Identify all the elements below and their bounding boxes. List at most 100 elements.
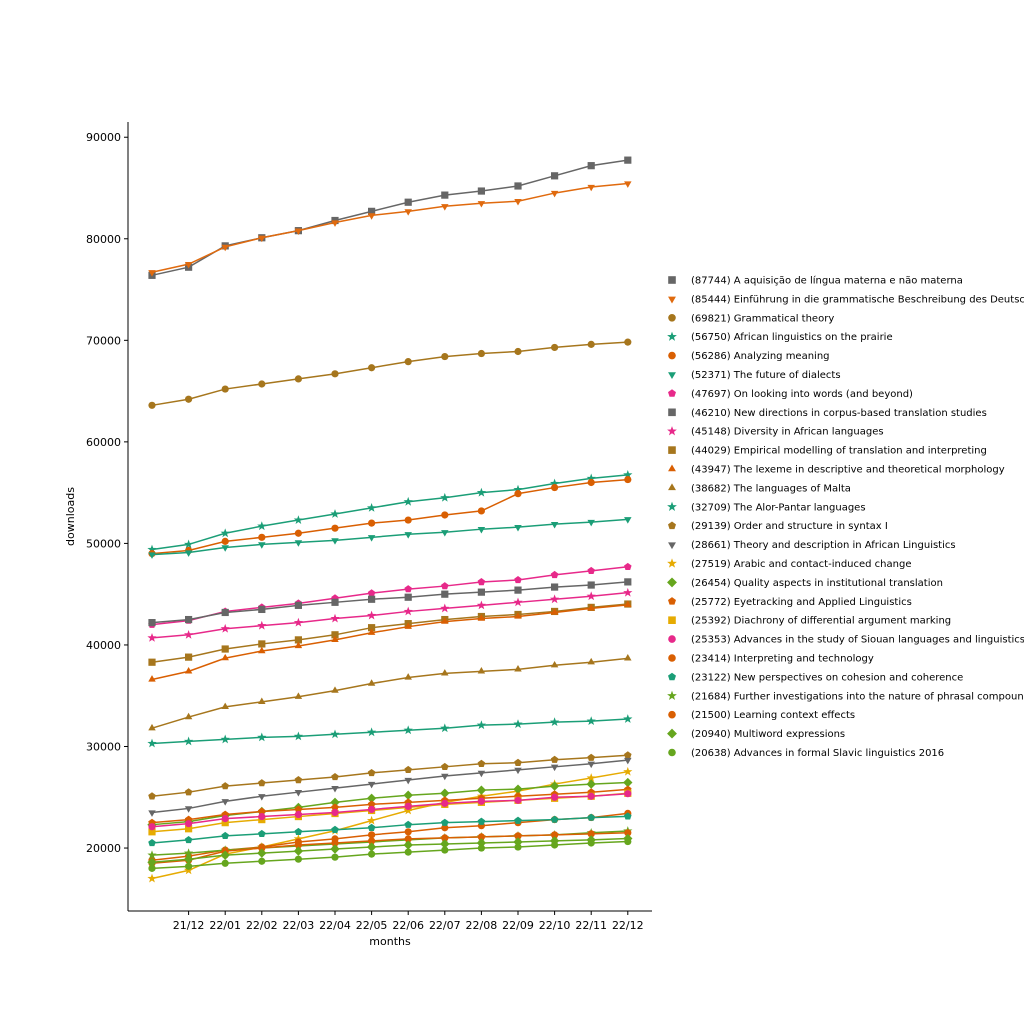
series-line [148, 475, 632, 558]
series-line [148, 517, 632, 559]
data-point [403, 790, 413, 800]
data-point [183, 854, 194, 864]
data-point [367, 800, 376, 808]
data-point [476, 600, 487, 610]
legend-marker [668, 654, 676, 662]
data-point [368, 624, 376, 632]
data-point [514, 665, 522, 672]
data-point [147, 857, 157, 867]
data-point [624, 181, 632, 188]
data-point [477, 507, 485, 515]
data-point [586, 473, 596, 483]
data-point [368, 805, 376, 814]
data-point [476, 720, 487, 730]
series-path [151, 770, 628, 880]
series-line [147, 766, 633, 883]
legend-item: (23414) Interpreting and technology [668, 654, 874, 665]
legend-item: (47697) On looking into words (and beyon… [668, 389, 913, 400]
data-point [185, 825, 193, 833]
data-point [441, 191, 449, 199]
series-layer [147, 156, 633, 883]
data-point [587, 839, 595, 847]
data-point [147, 873, 157, 883]
data-point [366, 815, 377, 825]
x-tick-label: 22/10 [539, 919, 571, 932]
series-path [151, 478, 628, 555]
legend-marker [667, 426, 677, 436]
data-point [551, 483, 559, 492]
legend-marker [668, 389, 676, 397]
data-point [403, 606, 413, 616]
series-line [148, 751, 632, 800]
data-point [258, 646, 266, 654]
series-path [151, 474, 628, 551]
legend-marker [667, 331, 677, 341]
data-point [404, 585, 412, 593]
legend-marker [668, 672, 676, 681]
legend-item: (87744) A aquisição de língua materna e … [668, 275, 963, 287]
data-point [551, 172, 559, 180]
data-point [587, 813, 595, 821]
series-path [151, 341, 628, 407]
data-point [441, 824, 449, 832]
data-point [514, 767, 522, 775]
data-point [367, 823, 376, 831]
legend-label: (26454) Quality aspects in institutional… [691, 578, 943, 589]
data-point [441, 669, 449, 676]
data-point [258, 857, 266, 865]
data-point [477, 588, 485, 596]
data-point [148, 552, 156, 559]
data-point [183, 848, 194, 858]
legend-marker [668, 314, 676, 322]
data-point [184, 835, 193, 844]
data-point [184, 712, 193, 720]
legend-item: (27519) Arabic and contact-induced chang… [667, 558, 911, 570]
data-point [258, 829, 266, 838]
data-point [477, 614, 486, 621]
data-point [148, 810, 156, 817]
legend-label: (21500) Learning context effects [691, 710, 855, 721]
data-point [404, 622, 412, 629]
data-point [550, 521, 559, 529]
series-line [148, 837, 632, 872]
data-point [368, 831, 376, 839]
data-point [624, 475, 632, 484]
data-point [184, 550, 193, 557]
data-point [293, 846, 304, 856]
data-point [184, 262, 193, 269]
series-line [148, 654, 632, 731]
data-point [623, 766, 633, 776]
legend-item: (69821) Grammatical theory [668, 313, 834, 324]
legend-marker [668, 276, 676, 284]
y-tick-label: 20000 [86, 842, 121, 855]
data-point [624, 156, 632, 164]
legend-label: (44029) Empirical modelling of translati… [691, 446, 987, 457]
data-point [404, 593, 412, 601]
data-point [624, 837, 632, 846]
data-point [185, 395, 193, 403]
data-point [440, 492, 450, 502]
legend-marker [668, 635, 676, 643]
data-point [257, 848, 267, 858]
data-point [148, 823, 156, 831]
y-tick-label: 50000 [86, 537, 121, 550]
legend-label: (56286) Analyzing meaning [691, 351, 830, 362]
data-point [221, 831, 229, 840]
axes-layer: 20000 30000 40000 50000 60000 70000 80000 90000… [86, 122, 652, 932]
y-tick-label: 60000 [86, 436, 121, 449]
data-point [624, 338, 632, 346]
data-point [624, 829, 632, 837]
data-point [183, 629, 194, 639]
data-point [183, 539, 194, 549]
series-path [151, 788, 628, 824]
data-point [404, 777, 412, 785]
y-tick-label: 30000 [86, 740, 121, 753]
data-point [331, 538, 339, 545]
data-point [403, 496, 413, 506]
legend-marker [668, 351, 676, 360]
legend-marker [668, 710, 676, 719]
data-point [551, 343, 559, 352]
data-point [258, 812, 266, 821]
data-point [184, 806, 193, 813]
